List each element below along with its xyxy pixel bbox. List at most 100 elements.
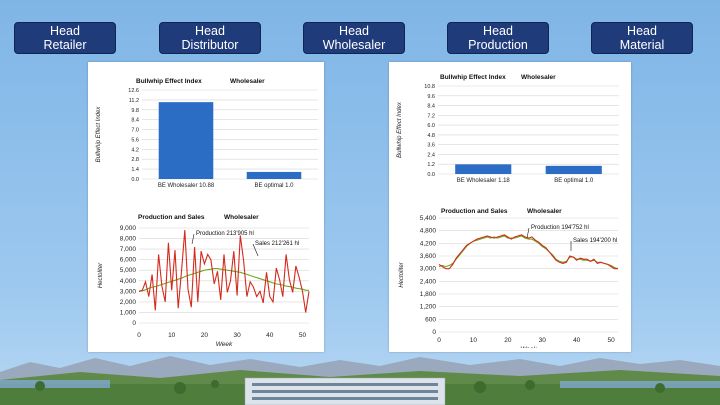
tab-label-line1: Head: [483, 24, 513, 38]
y-tick-label: 0.0: [131, 177, 139, 183]
y-tick-label: 1.2: [427, 162, 435, 168]
chart-subtitle: Wholesaler: [224, 214, 259, 221]
category-label: BE optimal 1.0: [254, 183, 294, 189]
y-tick-label: 3.6: [427, 143, 435, 149]
right-production-sales-chart: Production and Sales Wholesaler Hectoliter…: [399, 208, 619, 348]
y-tick-label: 4,200: [420, 240, 437, 247]
y-tick-label: 5,400: [420, 215, 437, 222]
x-tick-label: 10: [470, 337, 478, 344]
bar-2: [545, 165, 602, 174]
x-tick-label: 0: [137, 332, 141, 339]
tab-head-material[interactable]: Head Material: [591, 22, 693, 54]
chart-subtitle: Wholesaler: [521, 74, 556, 81]
y-axis-label: Hectoliter: [98, 262, 104, 288]
y-tick-label: 0: [132, 320, 136, 327]
y-axis-label: Bullwhip Effect Index: [96, 106, 102, 163]
y-tick-label: 9,000: [120, 225, 137, 232]
x-tick-label: 10: [168, 332, 176, 339]
category-label: BE Wholesaler 1.18: [457, 178, 511, 184]
x-tick-label: 0: [437, 337, 441, 344]
y-tick-label: 2.4: [427, 152, 435, 158]
y-tick-label: 7.2: [427, 113, 435, 119]
y-tick-label: 1,000: [120, 309, 137, 316]
series-line-production: [138, 230, 310, 313]
y-tick-label: 0.0: [427, 172, 435, 178]
y-tick-label: 9.8: [131, 108, 139, 114]
tab-label-line2: Material: [619, 38, 665, 52]
tab-label-line1: Head: [339, 24, 369, 38]
y-tick-label: 7.0: [131, 128, 139, 134]
x-tick-label: 30: [233, 332, 241, 339]
tab-label-line2: Retailer: [43, 38, 87, 52]
y-tick-label: 4,000: [120, 278, 137, 285]
bar-1: [158, 102, 214, 179]
tab-label-line2: Production: [468, 38, 528, 52]
landscape-background: [0, 356, 720, 405]
y-tick-label: 11.2: [129, 98, 139, 104]
y-tick-label: 2,400: [420, 278, 437, 285]
bar-1: [455, 164, 512, 174]
right-report-panel: Bullwhip Effect Index Wholesaler Bullwhip …: [389, 62, 631, 352]
y-tick-label: 0: [432, 329, 436, 336]
category-label: BE optimal 1.0: [554, 178, 594, 184]
x-tick-label: 20: [504, 337, 512, 344]
tab-label-line1: Head: [50, 24, 80, 38]
chart-title: Production and Sales: [138, 214, 205, 221]
tab-head-retailer[interactable]: Head Retailer: [14, 22, 116, 54]
y-tick-label: 4.2: [131, 147, 139, 153]
series-annotation-production: Production 194'752 hl: [531, 225, 589, 231]
y-tick-label: 3,600: [420, 253, 437, 260]
x-tick-label: 30: [539, 337, 547, 344]
bar-2: [246, 171, 302, 179]
left-production-sales-chart: Production and Sales Wholesaler Hectoliter…: [98, 214, 310, 348]
series-annotation-production: Production 213'905 hl: [196, 231, 254, 237]
x-tick-label: 40: [573, 337, 581, 344]
y-tick-label: 7,000: [120, 246, 137, 253]
y-tick-label: 1,200: [420, 304, 437, 311]
right-bullwhip-chart: Bullwhip Effect Index Wholesaler Bullwhip …: [397, 74, 619, 184]
x-axis-label: Week: [216, 341, 233, 348]
y-tick-label: 12.6: [128, 88, 139, 94]
annotation-leader: [526, 227, 530, 239]
y-axis-label: Hectoliter: [399, 261, 405, 287]
category-label: BE Wholesaler 10.88: [158, 183, 215, 189]
tab-label-line2: Distributor: [181, 38, 239, 52]
chart-subtitle: Wholesaler: [230, 78, 265, 85]
tab-label-line2: Wholesaler: [322, 38, 386, 52]
chart-title: Bullwhip Effect Index: [136, 78, 202, 85]
y-tick-label: 1,800: [420, 291, 437, 298]
series-annotation-sales: Sales 212'261 hl: [255, 241, 299, 247]
y-tick-label: 8.4: [131, 118, 139, 124]
y-tick-label: 5.6: [131, 137, 139, 143]
tab-label-line1: Head: [195, 24, 225, 38]
role-tab-bar: Head Retailer Head Distributor Head Whol…: [0, 22, 720, 56]
annotation-leader: [191, 233, 195, 245]
annotation-leader: [252, 243, 259, 257]
y-tick-label: 4,800: [420, 228, 437, 235]
tab-head-distributor[interactable]: Head Distributor: [159, 22, 261, 54]
y-tick-label: 2.8: [131, 157, 139, 163]
x-tick-label: 40: [266, 332, 274, 339]
chart-title: Bullwhip Effect Index: [440, 74, 506, 81]
y-tick-label: 2,000: [120, 299, 137, 306]
y-tick-label: 9.6: [427, 94, 435, 100]
left-report-panel: Bullwhip Effect Index Wholesaler Bullwhip …: [88, 62, 324, 352]
y-tick-label: 5,000: [120, 267, 137, 274]
tab-head-production[interactable]: Head Production: [447, 22, 549, 54]
chart-subtitle: Wholesaler: [527, 208, 562, 215]
y-tick-label: 4.8: [427, 133, 435, 139]
y-tick-label: 8.4: [427, 104, 435, 110]
tab-head-wholesaler[interactable]: Head Wholesaler: [303, 22, 405, 54]
y-tick-label: 6,000: [120, 257, 137, 264]
x-axis-label: Week: [520, 346, 537, 348]
x-tick-label: 20: [201, 332, 209, 339]
y-tick-label: 600: [425, 316, 436, 323]
tab-label-line1: Head: [627, 24, 657, 38]
y-tick-label: 3,000: [420, 266, 437, 273]
y-tick-label: 8,000: [120, 236, 137, 243]
y-tick-label: 1.4: [131, 167, 139, 173]
x-tick-label: 50: [607, 337, 615, 344]
y-tick-label: 6.0: [427, 123, 435, 129]
left-bullwhip-chart: Bullwhip Effect Index Wholesaler Bullwhip …: [96, 78, 318, 189]
series-line-production: [438, 234, 618, 270]
